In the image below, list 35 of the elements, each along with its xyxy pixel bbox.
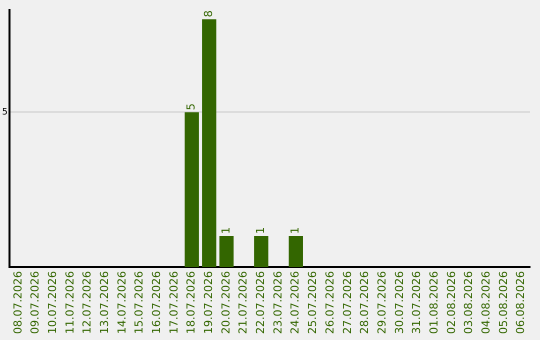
x-tick-label: 11.07.2026 [63,271,76,334]
x-tick-label: 27.07.2026 [340,271,354,334]
x-tick-label: 28.07.2026 [358,271,372,334]
x-tick-label: 25.07.2026 [306,271,320,334]
x-tick-label: 02.08.2026 [444,271,458,334]
x-tick-label: 16.07.2026 [150,271,163,334]
x-tick-label: 15.07.2026 [132,271,146,334]
data-label: 1 [254,227,268,234]
x-tick-label: 13.07.2026 [98,271,111,334]
x-tick-label: 01.08.2026 [427,271,440,334]
x-tick-label: 09.07.2026 [28,271,42,334]
x-tick-label: 10.07.2026 [46,271,59,334]
x-tick-label: 14.07.2026 [115,271,128,334]
x-tick-label: 06.08.2026 [514,271,528,334]
x-tick-label: 24.07.2026 [288,271,302,334]
x-tick-label: 21.07.2026 [236,271,250,334]
x-tick-label: 03.08.2026 [462,271,476,334]
x-tick-label: 29.07.2026 [375,271,388,334]
data-label: 5 [184,103,198,110]
x-tick-label: 23.07.2026 [271,271,284,334]
x-tick-label: 31.07.2026 [410,271,424,334]
x-tick-label: 08.07.2026 [11,271,24,334]
data-label: 8 [202,10,216,18]
x-tick-label: 19.07.2026 [202,271,216,334]
x-tick-label: 22.07.2026 [254,271,268,334]
data-label: 1 [219,227,232,234]
x-tick-label: 20.07.2026 [219,271,232,334]
x-tick-label: 18.07.2026 [184,271,198,334]
x-tick-label: 26.07.2026 [323,271,336,334]
x-tick-label: 05.08.2026 [496,271,510,334]
data-label: 1 [288,227,302,234]
x-tick-label: 12.07.2026 [80,271,94,334]
x-tick-label: 17.07.2026 [167,271,180,334]
x-tick-label: 30.07.2026 [392,271,406,334]
x-tick-label: 04.08.2026 [480,271,493,334]
